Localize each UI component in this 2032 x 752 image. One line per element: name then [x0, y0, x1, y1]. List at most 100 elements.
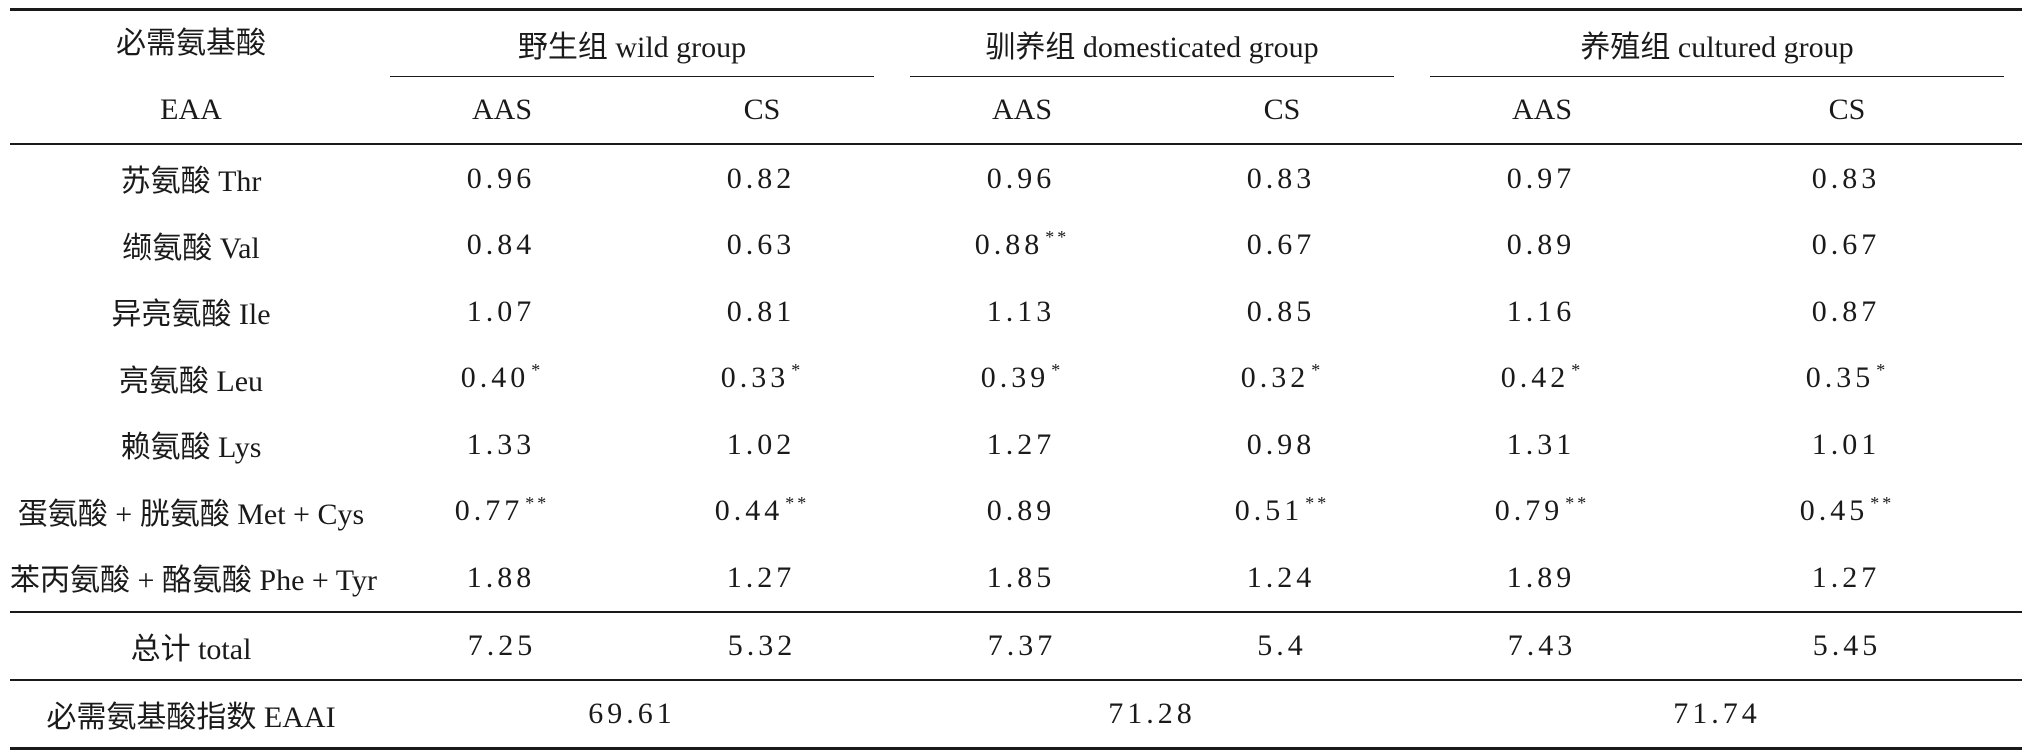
- amino-acid-name: 苏氨酸 Thr: [10, 143, 372, 212]
- score-value: 0.44: [714, 494, 784, 528]
- score-value: 0.88: [974, 228, 1044, 262]
- significance-mark: *: [1571, 360, 1584, 381]
- group-label: 养殖组 cultured group: [1580, 31, 1854, 64]
- score-cell: 1.85: [892, 544, 1152, 612]
- score-cell: 0.79 **: [1412, 478, 1672, 545]
- significance-mark: **: [1045, 227, 1070, 248]
- score-value: 0.39: [980, 361, 1050, 395]
- score-cell: 1.89: [1412, 544, 1672, 612]
- score-value: 1.27: [986, 427, 1056, 461]
- score-value: 0.35: [1805, 361, 1875, 395]
- table-row: 异亮氨酸 Ile 1.07 0.81 1.13 0.85 1.16 0.87: [10, 278, 2022, 345]
- score-value: 0.89: [986, 494, 1056, 528]
- score-value: 0.32: [1240, 361, 1310, 395]
- score-cell: 0.89: [1412, 212, 1672, 279]
- group-header-wild: 野生组 wild group: [372, 10, 892, 77]
- total-value: 7.43: [1412, 610, 1673, 680]
- score-cell: 0.44 **: [632, 478, 892, 545]
- score-cell: 1.01: [1672, 411, 2022, 478]
- total-value: 7.37: [892, 610, 1153, 680]
- eaa-header-en: EAA: [160, 93, 222, 126]
- score-cell: 1.27: [632, 544, 892, 612]
- score-value: 0.97: [1506, 161, 1576, 195]
- total-label: 总计 total: [10, 610, 372, 680]
- significance-mark: *: [1876, 360, 1889, 381]
- score-cell: 0.33 *: [632, 345, 892, 412]
- eaai-label: 必需氨基酸指数 EAAI: [10, 678, 372, 748]
- eaai-value: 71.28: [892, 678, 1413, 748]
- score-cell: 0.67: [1152, 212, 1412, 279]
- table-body: 必需氨基酸 EAA 野生组 wild group 驯养组 domesticate…: [10, 10, 2023, 748]
- score-value: 1.16: [1506, 294, 1576, 328]
- score-cell: 0.96: [372, 143, 632, 212]
- score-value: 1.02: [726, 427, 796, 461]
- score-cell: 0.82: [632, 143, 893, 212]
- score-cell: 0.45 **: [1672, 478, 2022, 545]
- group-rule: [1430, 76, 2005, 77]
- score-value: 1.24: [1246, 560, 1316, 594]
- amino-acid-name: 蛋氨酸 + 胱氨酸 Met + Cys: [17, 497, 365, 531]
- group-label: 野生组 wild group: [517, 31, 747, 64]
- score-cell: 0.98: [1152, 411, 1412, 478]
- score-cell: 0.84: [372, 212, 632, 279]
- score-value: 0.96: [466, 161, 536, 195]
- score-value: 0.84: [466, 228, 536, 262]
- total-value: 5.45: [1672, 610, 2023, 680]
- score-value: 0.87: [1811, 294, 1881, 328]
- score-cell: 0.40 *: [372, 345, 632, 412]
- significance-mark: **: [1870, 493, 1895, 514]
- score-value: 1.88: [466, 560, 536, 594]
- significance-mark: *: [1051, 360, 1064, 381]
- header-row-sub: AAS CS AAS CS AAS CS: [10, 77, 2022, 144]
- score-value: 0.42: [1500, 361, 1570, 395]
- score-value: 0.85: [1246, 294, 1316, 328]
- score-value: 0.77: [454, 494, 524, 528]
- score-value: 1.27: [1811, 560, 1881, 594]
- total-value: 5.4: [1152, 610, 1413, 680]
- significance-mark: *: [531, 360, 544, 381]
- score-cell: 0.85: [1152, 278, 1412, 345]
- score-value: 0.45: [1799, 494, 1869, 528]
- score-cell: 1.16: [1412, 278, 1672, 345]
- score-value: 0.98: [1246, 427, 1316, 461]
- significance-mark: **: [785, 493, 810, 514]
- score-cell: 0.89: [892, 478, 1152, 545]
- score-cell: 0.63: [632, 212, 892, 279]
- score-cell: 0.42 *: [1412, 345, 1672, 412]
- score-value: 1.01: [1811, 427, 1881, 461]
- score-cell: 0.96: [892, 143, 1153, 212]
- score-cell: 1.27: [1672, 544, 2022, 612]
- score-cell: 0.83: [1672, 143, 2023, 212]
- score-value: 1.85: [986, 560, 1056, 594]
- group-rule: [390, 76, 875, 77]
- score-cell: 1.31: [1412, 411, 1672, 478]
- eaa-header-cell: 必需氨基酸 EAA: [10, 10, 372, 145]
- score-value: 0.33: [720, 361, 790, 395]
- score-value: 0.96: [986, 161, 1056, 195]
- group-rule: [910, 76, 1395, 77]
- total-value: 5.32: [632, 610, 893, 680]
- amino-acid-name: 亮氨酸 Leu: [118, 364, 264, 398]
- score-value: 1.07: [466, 294, 536, 328]
- score-value: 1.31: [1506, 427, 1576, 461]
- eaai-row: 必需氨基酸指数 EAAI 69.61 71.28 71.74: [10, 678, 2023, 748]
- score-cell: 1.02: [632, 411, 892, 478]
- score-cell: 1.88: [372, 544, 632, 612]
- significance-mark: *: [791, 360, 804, 381]
- score-cell: 0.77 **: [372, 478, 632, 545]
- score-cell: 0.83: [1152, 143, 1413, 212]
- score-cell: 0.67: [1672, 212, 2022, 279]
- score-cell: 0.51 **: [1152, 478, 1412, 545]
- table-row: 赖氨酸 Lys 1.33 1.02 1.27 0.98 1.31 1.01: [10, 411, 2022, 478]
- score-value: 0.79: [1494, 494, 1564, 528]
- score-value: 0.51: [1234, 494, 1304, 528]
- eaai-value: 69.61: [372, 678, 893, 748]
- score-value: 0.40: [460, 361, 530, 395]
- score-cell: 0.35 *: [1672, 345, 2022, 412]
- score-value: 0.63: [726, 228, 796, 262]
- score-value: 0.83: [1246, 161, 1316, 195]
- total-row: 总计 total 7.25 5.32 7.37 5.4 7.43 5.45: [10, 610, 2023, 680]
- sub-header-aas: AAS: [992, 93, 1053, 126]
- score-value: 1.33: [466, 427, 536, 461]
- score-value: 0.67: [1811, 228, 1881, 262]
